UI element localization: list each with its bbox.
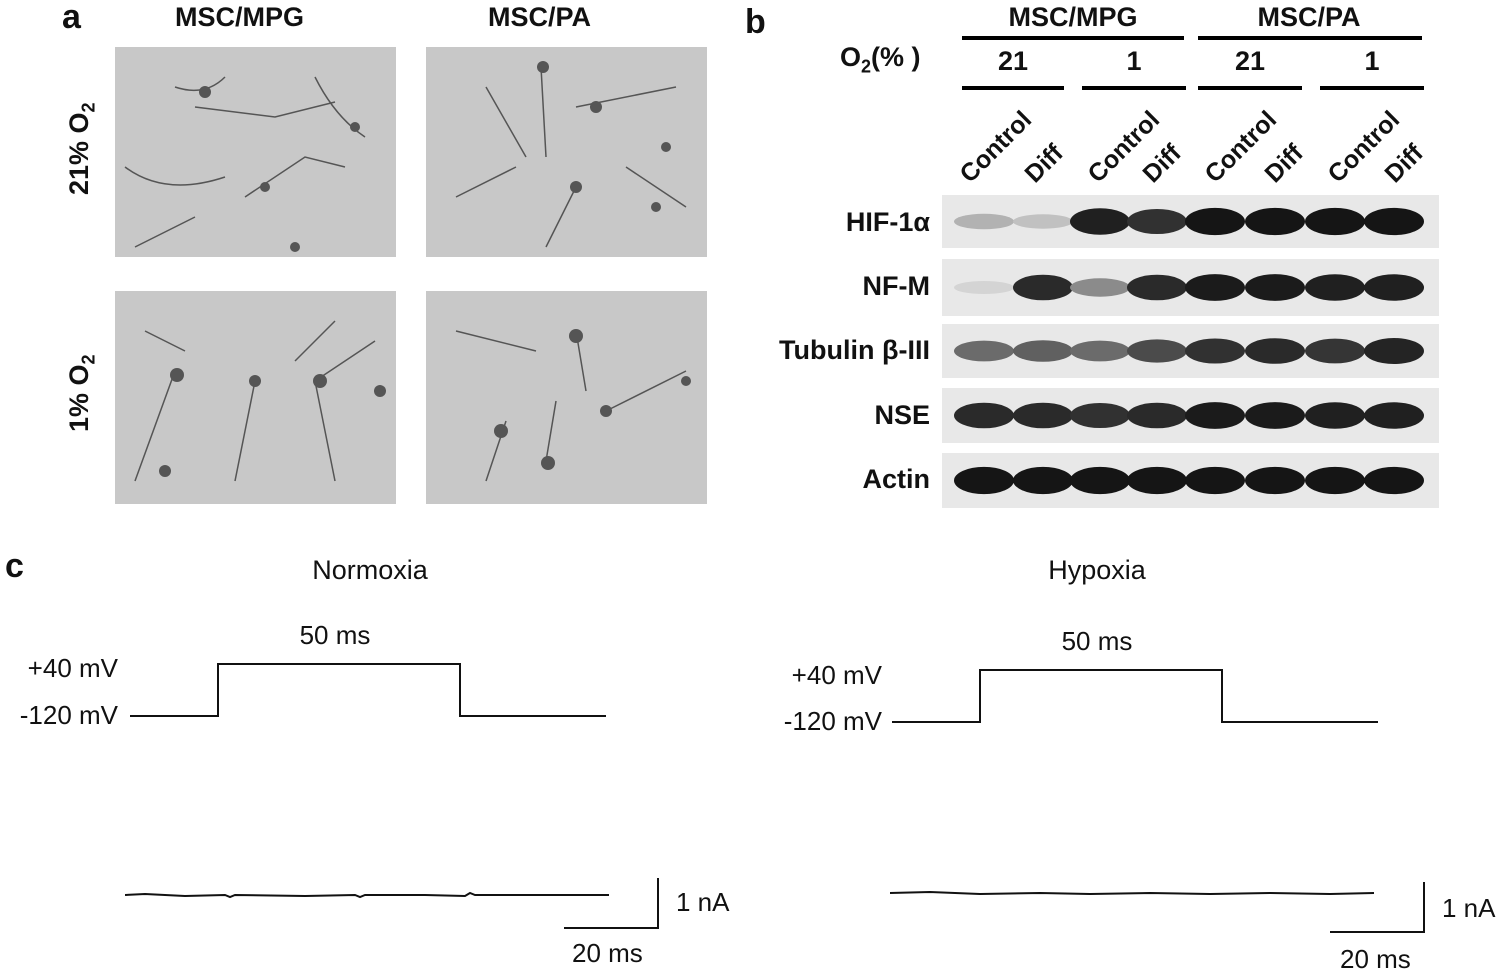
step-low-hypoxia: -120 mV	[783, 706, 882, 736]
o2-level-mpg-21: 21	[997, 46, 1029, 76]
protein-label-hif: HIF-1α	[845, 207, 930, 237]
panel-c-letter: c	[5, 547, 24, 585]
voltage-protocol-hypoxia	[892, 669, 1378, 723]
panel-b-letter: b	[745, 3, 766, 41]
blot-band	[1245, 207, 1305, 236]
blot-band	[1305, 207, 1365, 236]
lane-label-8: Diff	[1379, 139, 1429, 189]
o2-level-pa-21: 21	[1234, 46, 1266, 76]
blot-band	[1305, 466, 1365, 495]
blot-band	[1127, 274, 1187, 301]
micrograph-pa-21	[426, 47, 707, 257]
panel-b-group-mpg: MSC/MPG	[1008, 2, 1138, 32]
panel-a-row-label-21: 21% O2	[64, 102, 99, 195]
step-high-hypoxia: +40 mV	[791, 660, 882, 690]
micrograph-pa-1	[426, 291, 707, 504]
blot-band	[1127, 402, 1187, 429]
voltage-protocol-normoxia	[130, 663, 606, 717]
scale-time-normoxia: 20 ms	[572, 938, 643, 968]
blot-band	[1127, 339, 1187, 363]
blot-band	[1185, 338, 1245, 364]
level-bar-1	[962, 86, 1064, 90]
o2-level-mpg-1: 1	[1126, 46, 1142, 76]
micrograph-mpg-1	[115, 291, 396, 504]
blot-band	[1185, 274, 1245, 301]
blot-band	[1245, 274, 1305, 301]
lane-label-6: Diff	[1259, 139, 1309, 189]
current-trace-normoxia	[125, 891, 609, 899]
blot-band	[1013, 466, 1073, 495]
blot-band	[954, 213, 1014, 230]
group-bar-pa	[1198, 36, 1422, 40]
blot-band	[1013, 214, 1073, 229]
blot-band	[1013, 340, 1073, 362]
lane-label-2: Diff	[1019, 139, 1069, 189]
blot-band	[1245, 338, 1305, 364]
trace-title-hypoxia: Hypoxia	[1048, 555, 1146, 585]
blot-band	[1364, 402, 1424, 429]
group-bar-mpg	[962, 36, 1184, 40]
trace-title-normoxia: Normoxia	[312, 555, 428, 585]
step-duration-hypoxia: 50 ms	[1061, 626, 1133, 656]
level-bar-4	[1320, 86, 1424, 90]
panel-a-column-title-mpg: MSC/MPG	[175, 2, 305, 32]
protein-label-nse: NSE	[874, 400, 930, 430]
blot-band	[1305, 338, 1365, 364]
blot-band	[1070, 340, 1130, 362]
blot-band	[1127, 208, 1187, 235]
blot-band	[954, 402, 1014, 429]
blot-band	[1070, 208, 1130, 235]
lane-label-1: Control	[954, 105, 1038, 189]
blot-band	[1127, 466, 1187, 495]
level-bar-3	[1198, 86, 1302, 90]
scale-bar-hypoxia	[1330, 882, 1425, 933]
scale-time-hypoxia: 20 ms	[1340, 944, 1411, 974]
blot-band	[1185, 466, 1245, 495]
step-low-normoxia: -120 mV	[19, 700, 118, 730]
blot-band	[1185, 207, 1245, 236]
blot-nfm	[942, 259, 1439, 316]
blot-band	[954, 281, 1014, 294]
blot-band	[1070, 402, 1130, 429]
blot-band	[1070, 466, 1130, 495]
step-duration-normoxia: 50 ms	[299, 620, 371, 650]
o2-level-pa-1: 1	[1364, 46, 1380, 76]
blot-band	[1364, 274, 1424, 301]
blot-nse	[942, 388, 1439, 443]
protein-label-nfm: NF-M	[862, 271, 930, 301]
blot-band	[1245, 466, 1305, 495]
blot-band	[1364, 466, 1424, 495]
blot-band	[1305, 274, 1365, 301]
blot-band	[954, 466, 1014, 495]
blot-band	[1364, 207, 1424, 236]
current-trace-hypoxia	[890, 890, 1375, 896]
blot-band	[1364, 337, 1424, 365]
blot-tubulin	[942, 324, 1439, 378]
scale-current-normoxia: 1 nA	[676, 887, 730, 917]
scale-current-hypoxia: 1 nA	[1442, 893, 1496, 923]
panel-a-letter: a	[62, 0, 81, 36]
blot-band	[1013, 402, 1073, 429]
blot-band	[1305, 402, 1365, 429]
level-bar-2	[1082, 86, 1186, 90]
blot-hif	[942, 195, 1439, 248]
protein-label-tubulin: Tubulin β-III	[779, 335, 930, 365]
panel-a-column-title-pa: MSC/PA	[488, 2, 592, 32]
scale-bar-normoxia	[564, 878, 659, 929]
blot-band	[1070, 278, 1130, 297]
blot-band	[1245, 402, 1305, 429]
micrograph-mpg-21	[115, 47, 396, 257]
blot-band	[1013, 274, 1073, 301]
blot-band	[954, 340, 1014, 362]
panel-b-group-pa: MSC/PA	[1257, 2, 1361, 32]
blot-band	[1185, 402, 1245, 429]
o2-percent-label: O2(% )	[840, 42, 921, 77]
panel-a-row-label-1: 1% O2	[64, 354, 99, 432]
step-high-normoxia: +40 mV	[27, 653, 118, 683]
blot-actin	[942, 453, 1439, 508]
protein-label-actin: Actin	[862, 464, 931, 494]
